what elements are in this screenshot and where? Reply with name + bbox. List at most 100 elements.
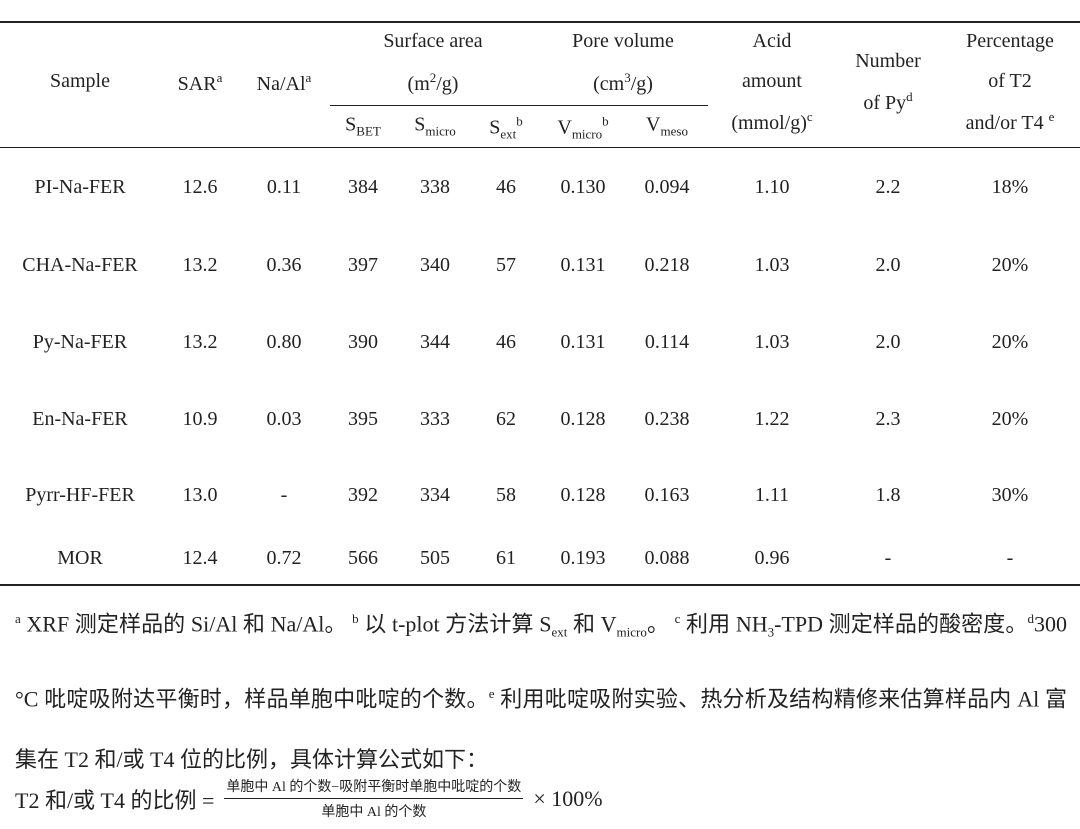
header-cell: (cm3/g) [593, 58, 653, 104]
text: Acid [752, 30, 792, 52]
table-cell: 0.218 [644, 254, 690, 276]
group-rule [330, 105, 708, 106]
header-cell: SARa [178, 58, 223, 104]
subscript: 3 [767, 624, 775, 640]
text: 300 °C 吡啶吸附达平衡时，样品单胞中吡啶的个数。 [15, 611, 1067, 712]
table-cell: 395 [348, 408, 378, 430]
table-cell: 30% [991, 484, 1029, 506]
table-cell: 1.10 [754, 176, 790, 198]
table-cell: 18% [991, 176, 1029, 198]
table-cell: 340 [420, 254, 450, 276]
row-label: Pyrr-HF-FER [25, 484, 135, 506]
text: V [557, 116, 572, 139]
text: 。 [646, 611, 675, 637]
table-cell: 46 [496, 176, 516, 198]
table-cell: 0.03 [266, 408, 302, 430]
text: SAR [177, 72, 217, 95]
footnotes: a XRF 测定样品的 Si/Al 和 Na/Al。 b 以 t-plot 方法… [15, 588, 1067, 790]
table-cell: 2.0 [875, 331, 901, 353]
header-cell: (mmol/g)c [731, 97, 812, 143]
table-cell: 505 [420, 547, 450, 569]
subscript: micro [616, 624, 647, 640]
table-cell: 2.3 [875, 408, 901, 430]
row-label: PI-Na-FER [34, 176, 126, 198]
text: 利用 NH [680, 611, 768, 637]
table-cell: 12.4 [182, 547, 218, 569]
table-cell: - [1006, 547, 1014, 569]
header-cell: of Pyd [863, 77, 912, 123]
supscript: a [216, 70, 223, 86]
header-cell: Surface area [383, 21, 482, 61]
subheader-cell: Sextb [489, 102, 523, 155]
subscript: micro [425, 123, 456, 139]
table-cell: 334 [420, 484, 450, 506]
fraction: 单胞中 Al 的个数−吸附平衡时单胞中吡啶的个数 单胞中 Al 的个数 [224, 776, 524, 821]
text: (cm [593, 72, 625, 95]
text: Sample [50, 70, 110, 92]
denominator: 单胞中 Al 的个数 [321, 805, 427, 820]
subscript: ext [500, 126, 517, 142]
table-cell: 20% [991, 408, 1029, 430]
table-cell: 333 [420, 408, 450, 430]
header-cell: and/or T4 e [966, 97, 1055, 143]
table-cell: 0.128 [560, 408, 606, 430]
header-cell: Sample [50, 61, 110, 101]
row-label: MOR [57, 547, 103, 569]
text: XRF 测定样品的 Si/Al 和 Na/Al。 [20, 611, 353, 637]
table-cell: - [280, 484, 288, 506]
text: /g) [436, 72, 459, 95]
supscript: c [806, 109, 813, 125]
text: S [414, 113, 426, 136]
table-cell: 0.130 [560, 176, 606, 198]
header-cell: amount [742, 61, 802, 101]
table-cell: 0.36 [266, 254, 302, 276]
header-rule [0, 147, 1080, 148]
supscript: a [15, 611, 21, 626]
table-cell: 13.2 [182, 331, 218, 353]
table-cell: 338 [420, 176, 450, 198]
table-cell: 397 [348, 254, 378, 276]
bottom-rule [0, 584, 1080, 586]
table-cell: 1.03 [754, 254, 790, 276]
text: Surface area [383, 30, 483, 52]
text: S [345, 113, 357, 136]
table-cell: 1.8 [875, 484, 901, 506]
table-cell: 2.0 [875, 254, 901, 276]
table-cell: 1.11 [754, 484, 790, 506]
table-cell: 0.80 [266, 331, 302, 353]
supscript: 3 [624, 70, 631, 86]
supscript: e [1048, 109, 1055, 125]
subheader-cell: Vmeso [646, 105, 688, 152]
text: of Py [863, 91, 907, 114]
table-cell: 12.6 [182, 176, 218, 198]
subscript: ext [551, 624, 568, 640]
supscript: b [602, 113, 609, 129]
table-cell: 0.131 [560, 331, 606, 353]
supscript: a [305, 70, 312, 86]
text: Na/Al [256, 72, 306, 95]
subscript: meso [660, 123, 688, 139]
table-cell: 57 [496, 254, 516, 276]
supscript: d [906, 89, 913, 105]
row-label: CHA-Na-FER [22, 254, 138, 276]
subheader-cell: SBET [345, 105, 381, 152]
text: Percentage [966, 30, 1054, 52]
table-cell: 1.22 [754, 408, 790, 430]
table-cell: 0.088 [644, 547, 690, 569]
table-cell: 62 [496, 408, 516, 430]
subscript: BET [356, 123, 381, 139]
text: Number [855, 50, 921, 72]
table-cell: 0.131 [560, 254, 606, 276]
table-cell: 58 [496, 484, 516, 506]
table-cell: 46 [496, 331, 516, 353]
header-cell: Acid [753, 21, 792, 61]
table-cell: 0.193 [560, 547, 606, 569]
header-cell: Na/Ala [257, 58, 312, 104]
table-cell: 0.094 [644, 176, 690, 198]
text: (m [407, 72, 430, 95]
table-cell: 10.9 [182, 408, 218, 430]
supscript: d [1027, 611, 1034, 626]
text: V [646, 113, 661, 136]
supscript: 2 [429, 70, 437, 86]
